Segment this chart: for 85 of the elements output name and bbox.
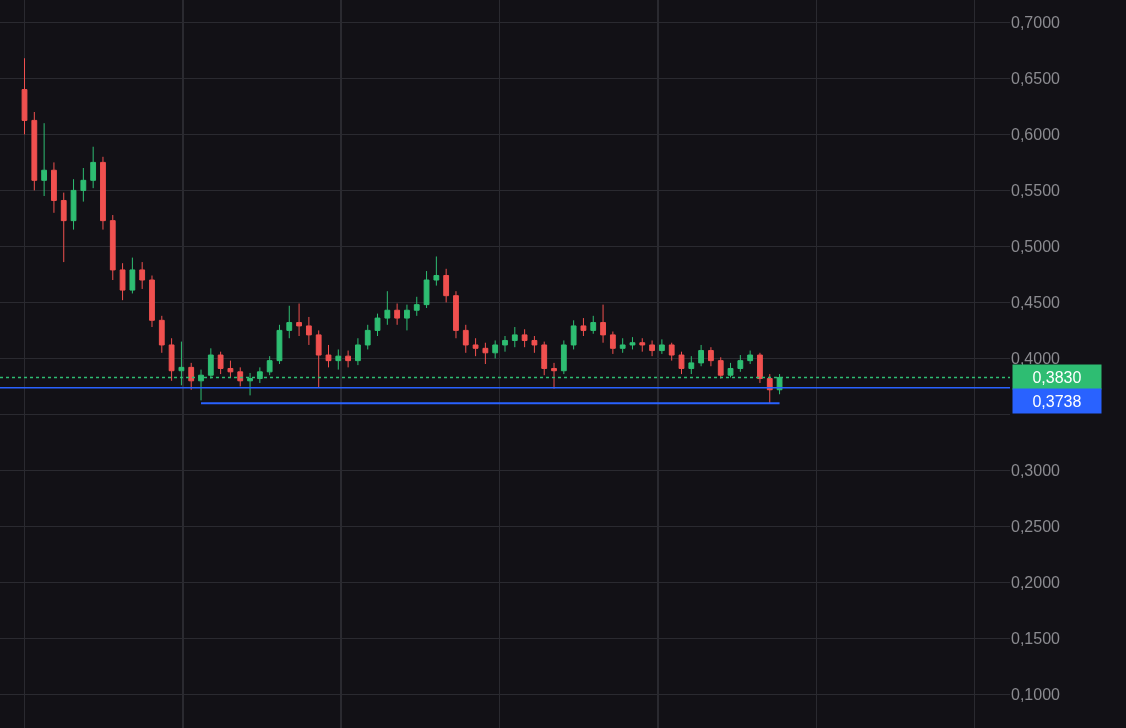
ref-line-label: 0,3738 [1032,392,1082,410]
candlestick [384,290,391,326]
y-tick-label: 0,5500 [1011,182,1061,199]
candlestick [109,214,116,281]
candlestick [531,335,538,354]
candlestick [551,362,557,390]
candlestick [70,178,77,231]
candlestick [462,324,469,354]
candlestick [511,326,518,348]
y-tick-label: 0,7000 [1011,14,1061,31]
y-tick-label: 0,4000 [1011,350,1061,367]
candlestick [129,257,136,294]
candlestick [286,305,293,339]
candlestick [433,255,440,287]
ref-line-label: 0,3830 [1032,368,1082,386]
candlestick [355,337,361,366]
candlestick [100,156,106,231]
y-tick-label: 0,6500 [1011,70,1061,87]
candlestick [21,57,28,135]
candlestick [305,316,312,346]
candlestick [678,351,685,375]
candlestick [560,339,567,375]
candlestick [453,290,459,339]
candlestick [639,337,646,353]
candlestick [423,270,430,309]
candlestick [472,337,479,357]
candlestick [188,362,195,391]
candlestick [374,313,381,337]
candlestick [747,350,754,365]
candlestick [629,336,636,350]
candlestick [619,337,626,354]
y-tick-label: 0,1000 [1011,686,1061,703]
candlestick [276,324,283,365]
candlestick [31,111,38,191]
candlestick [658,338,665,355]
candlestick [158,315,165,354]
candlestick [521,328,528,348]
candlestick [766,373,773,404]
candlestick [364,324,371,350]
y-tick-label: 0,2000 [1011,574,1061,591]
candlestick [708,346,714,367]
candlestick [335,348,342,371]
candlestick [600,304,606,344]
y-tick-label: 0,3000 [1011,462,1061,479]
y-tick-label: 0,6000 [1011,126,1061,143]
candlestick [590,315,597,335]
candlestick [237,366,244,387]
candlestick [757,352,763,384]
candlestick [609,331,616,355]
candlestick [443,268,450,303]
candlestick [580,317,587,337]
candlestick [315,329,322,389]
candlestick [41,122,48,197]
candlestick [325,344,332,368]
candlestick [345,350,352,368]
candlestick [266,355,273,376]
candlestick [541,341,548,376]
candlestick [119,262,126,301]
candlestick [492,339,499,359]
candlestick [217,351,224,375]
candlestick [227,360,234,378]
candlestick [139,261,146,290]
candlestick [413,296,420,317]
candlestick [649,339,655,357]
candlestick [698,344,705,367]
candlestick [394,303,401,326]
candlestick [502,335,508,353]
y-tick-label: 0,2500 [1011,518,1061,535]
candlestick [51,161,57,214]
candlestick [737,354,744,373]
y-tick-label: 0,5000 [1011,238,1061,255]
candlestick [404,304,410,331]
candlestick [668,342,675,362]
candlestick [80,167,87,203]
candlestick [60,192,67,263]
candlestick [149,275,155,328]
candlestick [688,355,695,375]
candlestick [717,356,724,380]
y-tick-label: 0,4500 [1011,294,1061,311]
candlestick [90,146,97,189]
y-tick-label: 0,1500 [1011,630,1061,647]
candlestick [570,319,577,350]
candlestick [296,303,302,337]
candlestick [482,342,489,365]
candlestick [168,337,175,382]
